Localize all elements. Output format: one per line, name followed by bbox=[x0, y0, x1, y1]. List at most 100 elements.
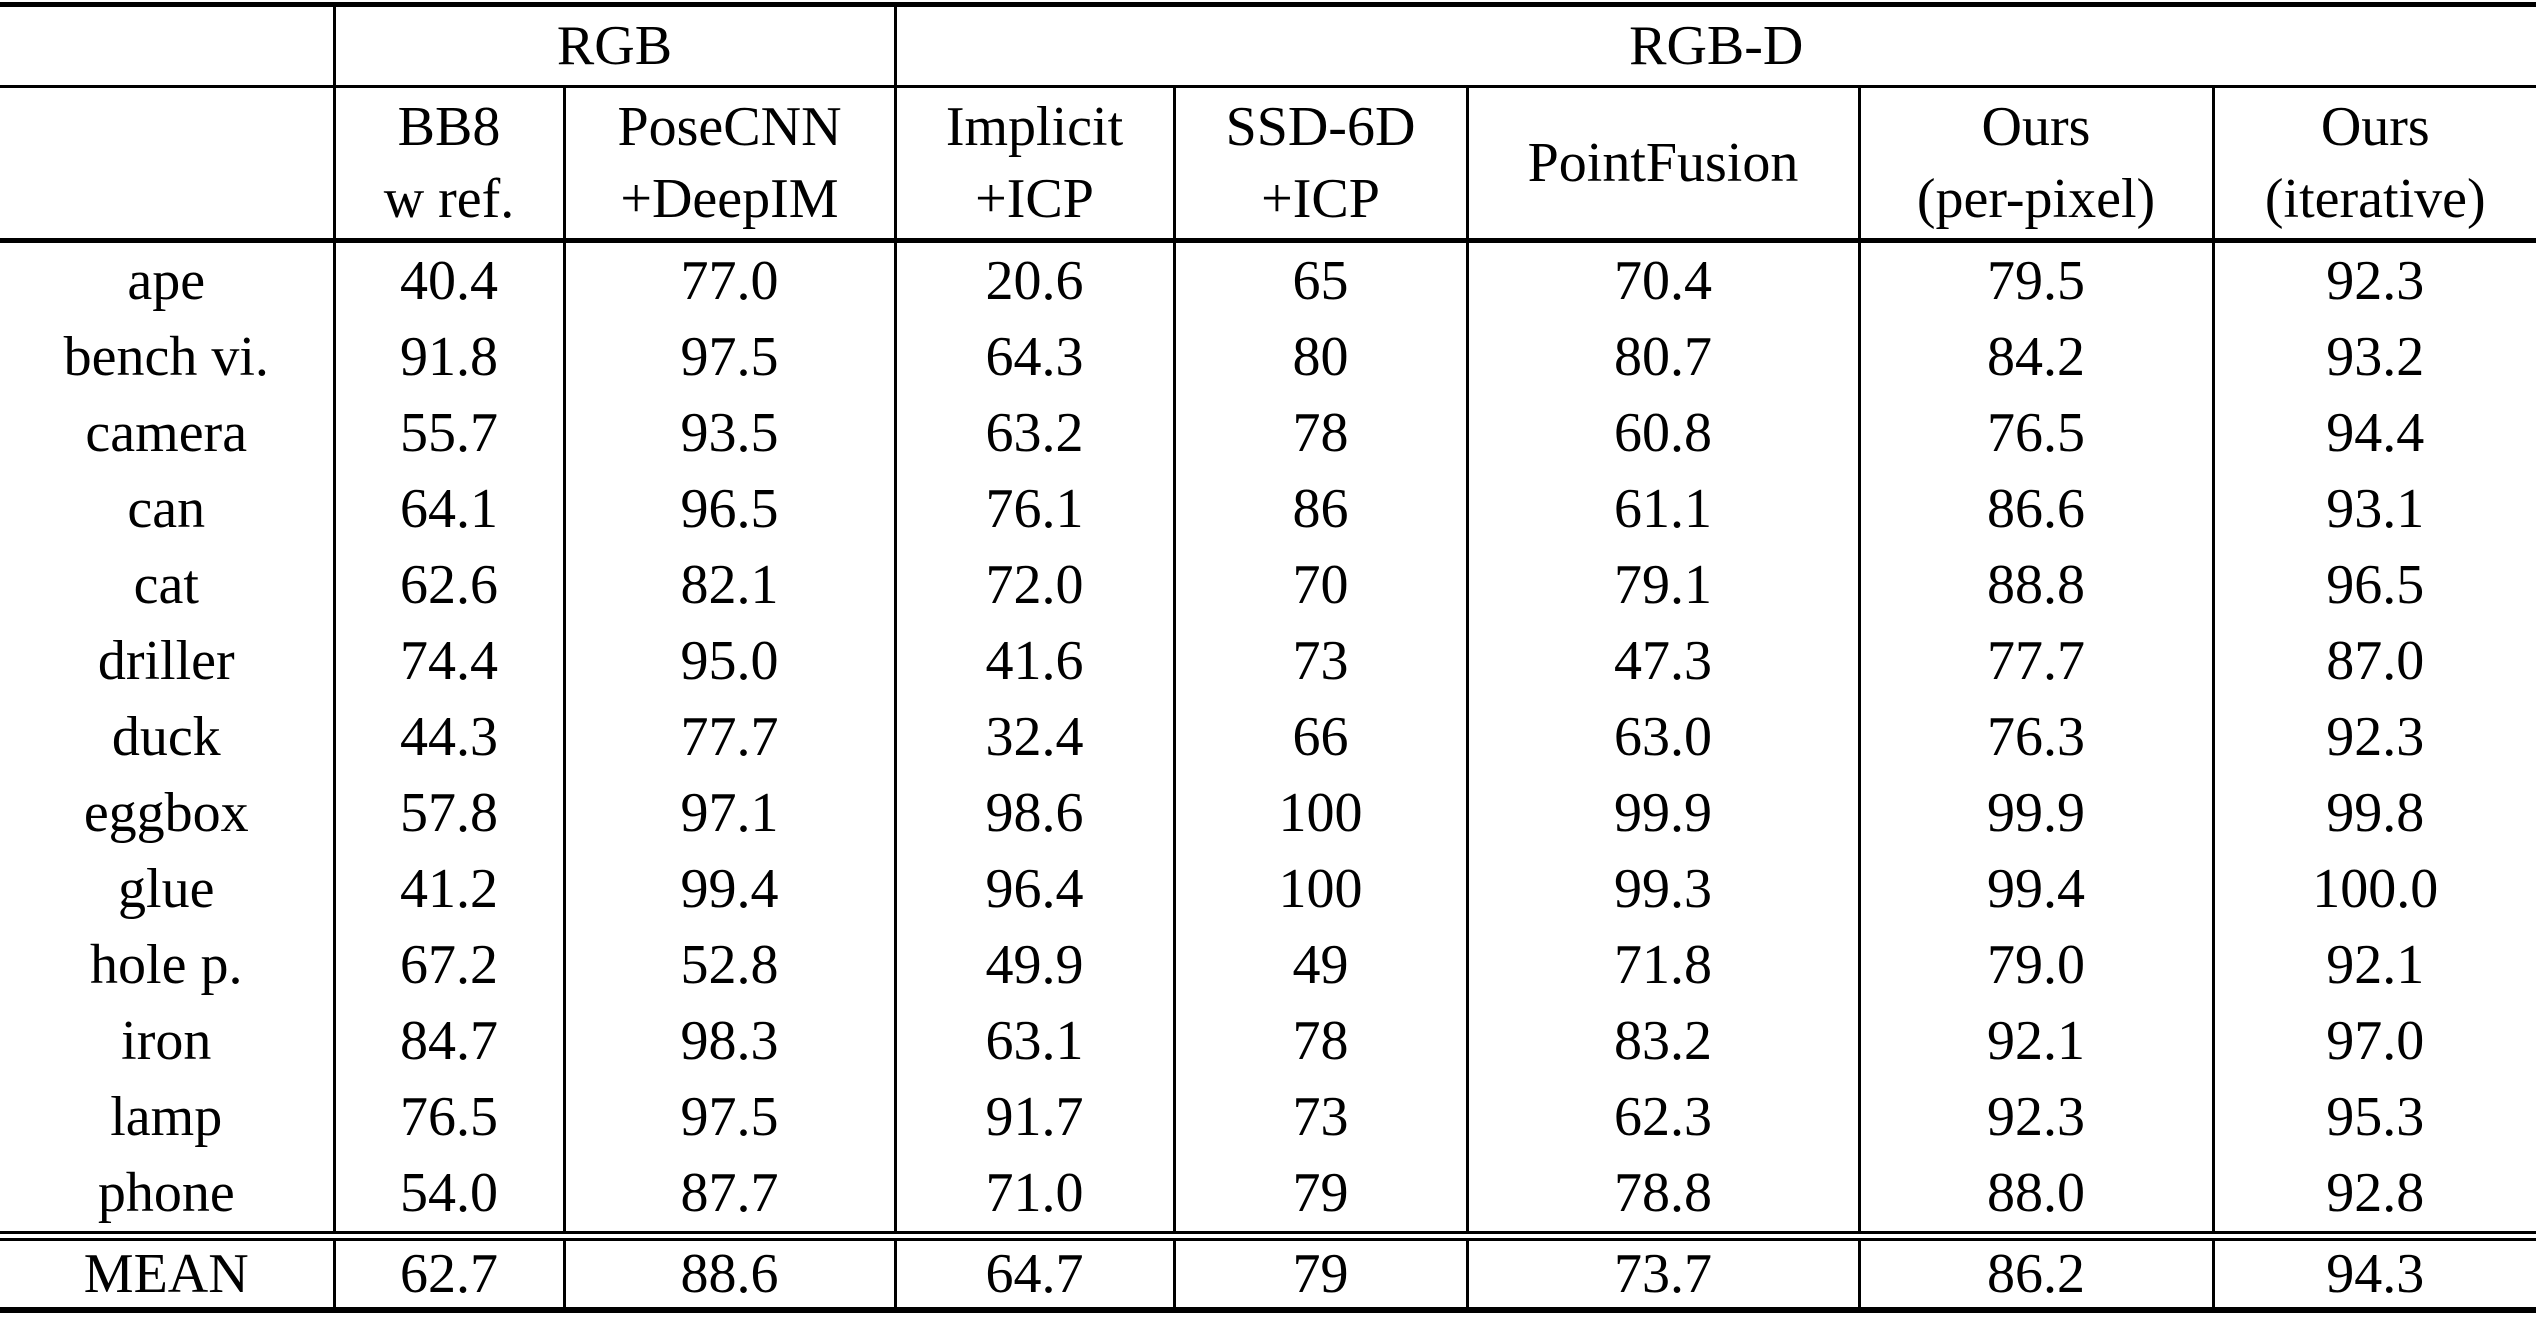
value-cell: 87.0 bbox=[2211, 623, 2536, 699]
value-cell: 93.2 bbox=[2211, 319, 2536, 395]
object-name-cell: driller bbox=[97, 630, 235, 692]
column-header-ours-per-pixel-: Ours (per-pixel) bbox=[1857, 86, 2213, 243]
table-row-lamp: lamp 76.5 97.5 91.7 73 62.3 92.3 95.3 bbox=[0, 1079, 2536, 1155]
object-name-cell: lamp bbox=[110, 1086, 223, 1148]
value-cell: 76.3 bbox=[1857, 699, 2213, 775]
value-cell: 82.1 bbox=[562, 547, 895, 623]
value-cell: 91.7 bbox=[893, 1079, 1174, 1155]
value-cell: 96.5 bbox=[2211, 547, 2536, 623]
table-row-can: can 64.1 96.5 76.1 86 61.1 86.6 93.1 bbox=[0, 471, 2536, 547]
value-cell: 92.1 bbox=[1857, 1003, 2213, 1079]
object-name-cell: camera bbox=[85, 402, 248, 464]
value-cell: 100.0 bbox=[2211, 851, 2536, 927]
value-cell: 66 bbox=[1172, 699, 1467, 775]
column-header-ssd-6d-icp: SSD-6D +ICP bbox=[1172, 86, 1467, 243]
value-cell: 99.9 bbox=[1857, 775, 2213, 851]
group-header-blank bbox=[0, 2, 334, 88]
value-cell: 99.3 bbox=[1465, 851, 1859, 927]
value-cell: 47.3 bbox=[1465, 623, 1859, 699]
value-cell: 70 bbox=[1172, 547, 1467, 623]
table-row-phone: phone 54.0 87.7 71.0 79 78.8 88.0 92.8 bbox=[0, 1155, 2536, 1236]
value-cell: 77.0 bbox=[562, 240, 895, 319]
value-cell: 77.7 bbox=[562, 699, 895, 775]
value-cell: 97.1 bbox=[562, 775, 895, 851]
value-cell: 99.8 bbox=[2211, 775, 2536, 851]
value-cell: 87.7 bbox=[562, 1155, 895, 1236]
value-cell: 96.5 bbox=[562, 471, 895, 547]
table-row-iron: iron 84.7 98.3 63.1 78 83.2 92.1 97.0 bbox=[0, 1003, 2536, 1079]
table-row-ape: ape 40.4 77.0 20.6 65 70.4 79.5 92.3 bbox=[0, 240, 2536, 319]
value-cell: 79 bbox=[1172, 1231, 1467, 1313]
value-cell: 86.2 bbox=[1857, 1231, 2213, 1313]
value-cell: 64.1 bbox=[332, 471, 564, 547]
value-cell: 55.7 bbox=[332, 395, 564, 471]
table-row-cat: cat 62.6 82.1 72.0 70 79.1 88.8 96.5 bbox=[0, 547, 2536, 623]
value-cell: 93.1 bbox=[2211, 471, 2536, 547]
value-cell: 80 bbox=[1172, 319, 1467, 395]
value-cell: 76.1 bbox=[893, 471, 1174, 547]
value-cell: 86.6 bbox=[1857, 471, 2213, 547]
table-row-hole-p-: hole p. 67.2 52.8 49.9 49 71.8 79.0 92.1 bbox=[0, 927, 2536, 1003]
value-cell: 84.7 bbox=[332, 1003, 564, 1079]
value-cell: 97.0 bbox=[2211, 1003, 2536, 1079]
object-name-cell: ape bbox=[127, 250, 206, 312]
object-name-cell: MEAN bbox=[0, 1231, 334, 1313]
value-cell: 63.1 bbox=[893, 1003, 1174, 1079]
value-cell: 98.6 bbox=[893, 775, 1174, 851]
table-row-driller: driller 74.4 95.0 41.6 73 47.3 77.7 87.0 bbox=[0, 623, 2536, 699]
value-cell: 88.0 bbox=[1857, 1155, 2213, 1236]
object-name-cell: hole p. bbox=[90, 934, 243, 996]
table-row-eggbox: eggbox 57.8 97.1 98.6 100 99.9 99.9 99.8 bbox=[0, 775, 2536, 851]
value-cell: 98.3 bbox=[562, 1003, 895, 1079]
value-cell: 88.8 bbox=[1857, 547, 2213, 623]
table-row-glue: glue 41.2 99.4 96.4 100 99.3 99.4 100.0 bbox=[0, 851, 2536, 927]
value-cell: 52.8 bbox=[562, 927, 895, 1003]
value-cell: 76.5 bbox=[1857, 395, 2213, 471]
value-cell: 71.0 bbox=[893, 1155, 1174, 1236]
column-header-bb8-w-ref-: BB8 w ref. bbox=[332, 86, 564, 243]
column-header-label: PoseCNN +DeepIM bbox=[617, 96, 842, 230]
table-row-bench-vi-: bench vi. 91.8 97.5 64.3 80 80.7 84.2 93.2 bbox=[0, 319, 2536, 395]
value-cell: 57.8 bbox=[332, 775, 564, 851]
value-cell: 77.7 bbox=[1857, 623, 2213, 699]
value-cell: 76.5 bbox=[332, 1079, 564, 1155]
value-cell: 83.2 bbox=[1465, 1003, 1859, 1079]
object-name-cell: phone bbox=[97, 1162, 235, 1224]
value-cell: 40.4 bbox=[332, 240, 564, 319]
value-cell: 41.6 bbox=[893, 623, 1174, 699]
value-cell: 92.3 bbox=[2211, 699, 2536, 775]
object-name-cell: glue bbox=[118, 858, 215, 920]
value-cell: 95.0 bbox=[562, 623, 895, 699]
value-cell: 93.5 bbox=[562, 395, 895, 471]
object-name-cell: iron bbox=[121, 1010, 212, 1072]
value-cell: 49.9 bbox=[893, 927, 1174, 1003]
value-cell: 78 bbox=[1172, 395, 1467, 471]
column-header-label: Implicit +ICP bbox=[945, 96, 1124, 230]
column-header-label: Ours (per-pixel) bbox=[1916, 96, 2156, 230]
object-name-cell: bench vi. bbox=[63, 326, 269, 388]
value-cell: 62.7 bbox=[332, 1231, 564, 1313]
column-header-ours-iterative-: Ours (iterative) bbox=[2211, 86, 2536, 243]
value-cell: 86 bbox=[1172, 471, 1467, 547]
column-header-object bbox=[0, 86, 334, 243]
object-name-cell: duck bbox=[111, 706, 221, 768]
column-header-row: BB8 w ref. PoseCNN +DeepIM Implicit +ICP SSD-6… bbox=[0, 86, 2536, 243]
table-row-duck: duck 44.3 77.7 32.4 66 63.0 76.3 92.3 bbox=[0, 699, 2536, 775]
value-cell: 80.7 bbox=[1465, 319, 1859, 395]
value-cell: 72.0 bbox=[893, 547, 1174, 623]
value-cell: 63.0 bbox=[1465, 699, 1859, 775]
column-header-posecnn-deepim: PoseCNN +DeepIM bbox=[562, 86, 895, 243]
object-name-cell: can bbox=[127, 478, 206, 540]
value-cell: 94.3 bbox=[2211, 1231, 2536, 1313]
value-cell: 91.8 bbox=[332, 319, 564, 395]
value-cell: 99.4 bbox=[562, 851, 895, 927]
value-cell: 20.6 bbox=[893, 240, 1174, 319]
value-cell: 97.5 bbox=[562, 1079, 895, 1155]
value-cell: 60.8 bbox=[1465, 395, 1859, 471]
value-cell: 79 bbox=[1172, 1155, 1467, 1236]
value-cell: 32.4 bbox=[893, 699, 1174, 775]
value-cell: 62.6 bbox=[332, 547, 564, 623]
group-header-row: RGB RGB-D bbox=[0, 2, 2536, 88]
